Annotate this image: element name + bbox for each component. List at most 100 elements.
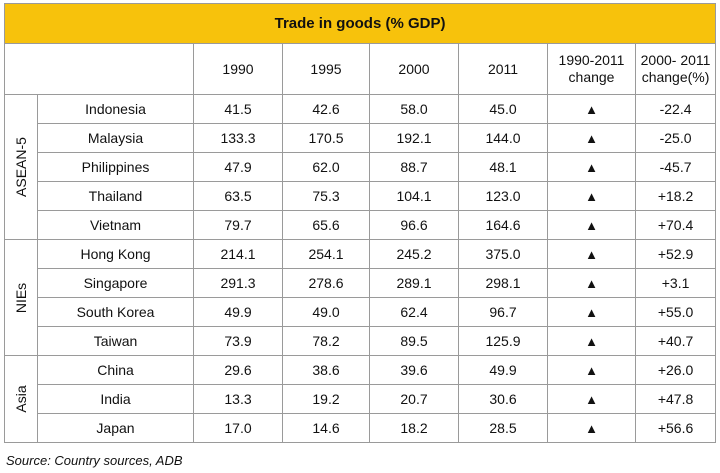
table-title: Trade in goods (% GDP) bbox=[3, 3, 717, 44]
up-triangle-icon: ▲ bbox=[547, 326, 636, 356]
country-cell: Indonesia bbox=[37, 94, 194, 124]
value-cell: 65.6 bbox=[282, 210, 370, 240]
country-cell: Hong Kong bbox=[37, 239, 194, 269]
table-body: ASEAN-5 Indonesia 41.5 42.6 58.0 45.0 ▲ -22.4 Ma… bbox=[4, 94, 717, 443]
group-label-cell: NIEs bbox=[4, 239, 38, 356]
value-cell: 375.0 bbox=[458, 239, 548, 269]
table-row: South Korea 49.9 49.0 62.4 96.7 ▲ +55.0 bbox=[5, 297, 717, 327]
country-cell: Vietnam bbox=[37, 210, 194, 240]
change-percent-cell: +47.8 bbox=[634, 384, 717, 414]
value-cell: 48.1 bbox=[458, 152, 548, 182]
value-cell: 170.5 bbox=[282, 123, 370, 153]
group-label: NIEs bbox=[13, 282, 29, 313]
country-cell: Philippines bbox=[37, 152, 194, 182]
table-row: NIEs Hong Kong 214.1 254.1 245.2 375.0 ▲ +52.9 bbox=[4, 239, 717, 356]
up-triangle-icon: ▲ bbox=[547, 384, 636, 414]
value-cell: 38.6 bbox=[282, 355, 370, 385]
value-cell: 88.7 bbox=[369, 152, 459, 182]
value-cell: 75.3 bbox=[282, 181, 370, 211]
value-cell: 49.0 bbox=[282, 297, 370, 327]
value-cell: 125.9 bbox=[458, 326, 548, 356]
country-cell: India bbox=[37, 384, 194, 414]
change-percent-cell: -22.4 bbox=[634, 94, 717, 124]
value-cell: 133.3 bbox=[193, 123, 283, 153]
value-cell: 78.2 bbox=[282, 326, 370, 356]
header-blank-cell bbox=[4, 43, 194, 95]
up-triangle-icon: ▲ bbox=[547, 123, 636, 153]
value-cell: 298.1 bbox=[458, 268, 548, 298]
value-cell: 96.6 bbox=[369, 210, 459, 240]
country-cell: Malaysia bbox=[37, 123, 194, 153]
value-cell: 62.0 bbox=[282, 152, 370, 182]
value-cell: 39.6 bbox=[369, 355, 459, 385]
value-cell: 63.5 bbox=[193, 181, 283, 211]
group-label: Asia bbox=[13, 385, 29, 413]
table-row: ASEAN-5 Indonesia 41.5 42.6 58.0 45.0 ▲ -22.4 bbox=[4, 94, 717, 240]
country-cell: Japan bbox=[37, 413, 194, 443]
value-cell: 144.0 bbox=[458, 123, 548, 153]
table-row: Singapore 291.3 278.6 289.1 298.1 ▲ +3.1 bbox=[5, 268, 717, 298]
value-cell: 49.9 bbox=[193, 297, 283, 327]
value-cell: 164.6 bbox=[458, 210, 548, 240]
table-row: India 13.3 19.2 20.7 30.6 ▲ +47.8 bbox=[5, 384, 717, 414]
column-header: 1990 bbox=[193, 43, 283, 95]
country-cell: Taiwan bbox=[37, 326, 194, 356]
change-percent-cell: +56.6 bbox=[634, 413, 717, 443]
column-header: 2011 bbox=[458, 43, 548, 95]
group-label-cell: ASEAN-5 bbox=[4, 94, 38, 240]
table-row: Asia China 29.6 38.6 39.6 49.9 ▲ +26.0 bbox=[4, 355, 717, 443]
value-cell: 291.3 bbox=[193, 268, 283, 298]
value-cell: 29.6 bbox=[193, 355, 283, 385]
column-header: 2000- 2011 change(%) bbox=[634, 43, 717, 95]
value-cell: 45.0 bbox=[458, 94, 548, 124]
header-row: 1990 1995 2000 2011 1990-2011 change 2000- 20… bbox=[4, 43, 717, 95]
country-cell: Thailand bbox=[37, 181, 194, 211]
trade-table: Trade in goods (% GDP) 1990 1995 2000 2011 1… bbox=[3, 3, 717, 443]
value-cell: 289.1 bbox=[369, 268, 459, 298]
change-percent-cell: +55.0 bbox=[634, 297, 717, 327]
value-cell: 192.1 bbox=[369, 123, 459, 153]
country-cell: China bbox=[37, 355, 194, 385]
up-triangle-icon: ▲ bbox=[547, 94, 636, 124]
change-percent-cell: +18.2 bbox=[634, 181, 717, 211]
value-cell: 245.2 bbox=[369, 239, 459, 269]
column-header: 1990-2011 change bbox=[547, 43, 636, 95]
table-row: Vietnam 79.7 65.6 96.6 164.6 ▲ +70.4 bbox=[5, 210, 717, 240]
value-cell: 123.0 bbox=[458, 181, 548, 211]
table-row: Philippines 47.9 62.0 88.7 48.1 ▲ -45.7 bbox=[5, 152, 717, 182]
value-cell: 19.2 bbox=[282, 384, 370, 414]
change-percent-cell: +3.1 bbox=[634, 268, 717, 298]
value-cell: 104.1 bbox=[369, 181, 459, 211]
group-label-cell: Asia bbox=[4, 355, 38, 443]
value-cell: 41.5 bbox=[193, 94, 283, 124]
value-cell: 14.6 bbox=[282, 413, 370, 443]
change-percent-cell: +70.4 bbox=[634, 210, 717, 240]
up-triangle-icon: ▲ bbox=[547, 355, 636, 385]
value-cell: 96.7 bbox=[458, 297, 548, 327]
value-cell: 73.9 bbox=[193, 326, 283, 356]
column-header: 2000 bbox=[369, 43, 459, 95]
value-cell: 214.1 bbox=[193, 239, 283, 269]
column-header: 1995 bbox=[282, 43, 370, 95]
table-row: Thailand 63.5 75.3 104.1 123.0 ▲ +18.2 bbox=[5, 181, 717, 211]
table-row: Malaysia 133.3 170.5 192.1 144.0 ▲ -25.0 bbox=[5, 123, 717, 153]
group-label: ASEAN-5 bbox=[13, 137, 29, 197]
value-cell: 13.3 bbox=[193, 384, 283, 414]
value-cell: 49.9 bbox=[458, 355, 548, 385]
up-triangle-icon: ▲ bbox=[547, 297, 636, 327]
source-note: Source: Country sources, ADB bbox=[6, 453, 183, 468]
up-triangle-icon: ▲ bbox=[547, 181, 636, 211]
change-percent-cell: -25.0 bbox=[634, 123, 717, 153]
value-cell: 20.7 bbox=[369, 384, 459, 414]
value-cell: 28.5 bbox=[458, 413, 548, 443]
table-row: Taiwan 73.9 78.2 89.5 125.9 ▲ +40.7 bbox=[5, 326, 717, 356]
table-container: Trade in goods (% GDP) 1990 1995 2000 2011 1… bbox=[3, 3, 717, 443]
up-triangle-icon: ▲ bbox=[547, 152, 636, 182]
change-percent-cell: +40.7 bbox=[634, 326, 717, 356]
up-triangle-icon: ▲ bbox=[547, 210, 636, 240]
change-percent-cell: +52.9 bbox=[634, 239, 717, 269]
up-triangle-icon: ▲ bbox=[547, 268, 636, 298]
change-percent-cell: -45.7 bbox=[634, 152, 717, 182]
country-cell: South Korea bbox=[37, 297, 194, 327]
value-cell: 17.0 bbox=[193, 413, 283, 443]
